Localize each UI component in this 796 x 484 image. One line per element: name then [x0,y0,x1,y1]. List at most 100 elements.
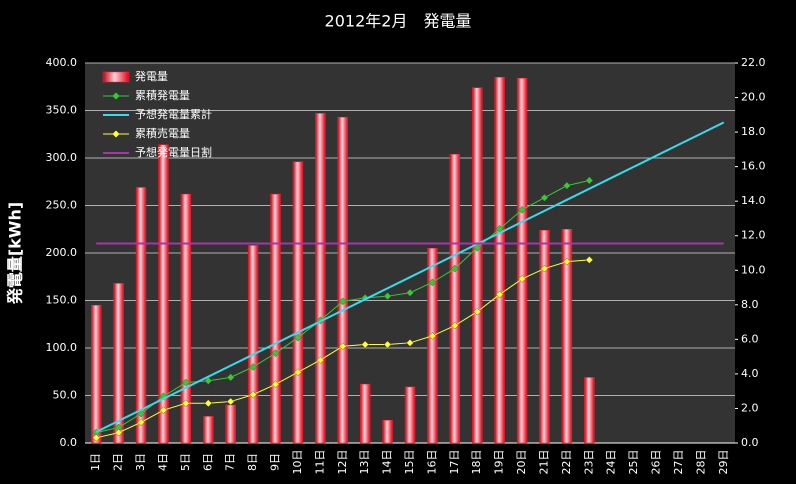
marker [226,373,235,382]
marker [316,356,325,364]
marker [473,243,482,252]
y-tick-label: 250.0 [46,199,78,212]
y2-tick-label: 6.0 [741,332,759,345]
y-tick-label: 0.0 [60,436,78,449]
y-tick-label: 200.0 [46,246,78,259]
bar [516,77,528,444]
y2-tick-label: 12.0 [741,229,766,242]
y2-tick-label: 14.0 [741,194,766,207]
marker [450,321,459,330]
bar [315,113,326,444]
marker [204,376,213,385]
marker [114,428,123,437]
marker [383,292,392,301]
bar [449,153,461,444]
marker [294,333,302,342]
marker [518,205,526,214]
legend-label: 予想発電量日割 [135,145,212,159]
x-tick-label: 17日 [448,450,461,475]
marker [204,399,213,408]
x-tick-label: 15日 [403,450,416,475]
marker [428,278,437,287]
marker [428,332,437,340]
x-tick-label: 26日 [650,450,663,475]
marker [182,378,190,387]
marker [585,256,594,264]
y-tick-label: 300.0 [46,151,78,164]
y2-tick-label: 20.0 [741,91,766,104]
marker [137,418,145,427]
y-tick-label: 50.0 [53,389,78,402]
x-tick-label: 11日 [313,450,326,475]
y-tick-label: 350.0 [46,104,78,117]
y2-tick-label: 10.0 [741,263,766,276]
legend-marker [112,92,120,100]
legend-label: 累積売電量 [135,126,190,140]
bar [91,305,102,444]
marker [563,257,571,266]
line [95,121,725,433]
marker [563,181,571,190]
legend-marker [112,130,120,138]
x-tick-label: 29日 [717,450,730,475]
bar [158,144,169,444]
x-tick-label: 22日 [560,450,573,475]
legend-label: 累積発電量 [135,88,190,102]
x-tick-label: 10日 [291,450,304,475]
marker [226,397,235,406]
marker [182,399,190,408]
marker [540,193,549,202]
y-tick-label: 150.0 [46,294,78,307]
x-tick-label: 16日 [425,450,438,475]
x-tick-label: 24日 [605,450,618,475]
marker [294,368,302,377]
bar [472,87,483,444]
bar [247,245,259,444]
marker [92,433,101,442]
x-tick-label: 20日 [515,450,528,475]
marker [383,340,392,349]
marker [450,264,459,273]
x-tick-label: 7日 [224,453,237,471]
marker [406,338,414,347]
marker [361,340,370,349]
x-tick-label: 6日 [201,453,214,471]
y2-tick-label: 2.0 [741,401,759,414]
x-tick-label: 2日 [112,453,125,471]
y2-tick-label: 18.0 [741,125,766,138]
y-tick-label: 100.0 [46,341,78,354]
x-tick-label: 1日 [89,453,102,471]
bar [292,161,304,444]
x-tick-label: 18日 [470,450,483,475]
x-tick-label: 9日 [269,453,282,471]
chart-title: 2012年2月 発電量 [325,12,472,31]
y2-tick-label: 4.0 [741,367,759,380]
bar [427,248,438,444]
x-tick-label: 5日 [179,453,192,471]
y2-tick-label: 0.0 [741,436,759,449]
marker [338,297,347,306]
marker [249,390,257,399]
legend-label: 発電量 [135,69,168,83]
marker [159,406,168,415]
bar [584,377,595,444]
x-tick-label: 23日 [582,450,595,475]
bar [135,187,147,444]
bar [270,193,281,444]
x-tick-label: 4日 [156,453,169,471]
marker [271,349,280,358]
bar [359,383,371,444]
bar [113,283,124,444]
marker [495,290,504,299]
bar [225,404,236,444]
bar [203,416,214,444]
marker [271,380,280,389]
x-tick-label: 28日 [694,450,707,475]
legend-label: 予想発電量累計 [135,107,212,121]
bar [539,229,550,444]
legend-swatch [102,71,130,83]
marker [540,264,549,273]
marker [338,342,347,351]
x-tick-label: 25日 [627,450,640,475]
